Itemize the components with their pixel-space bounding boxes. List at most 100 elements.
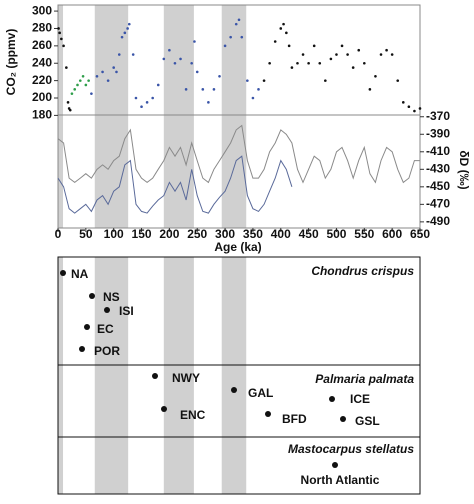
co2-point [101,70,104,74]
co2-point [95,74,99,78]
y2-tick-label: -490 [426,214,450,228]
glacial-band [58,257,64,494]
y2-tick-label: -450 [426,179,450,193]
co2-point [273,40,277,43]
co2-point [240,35,244,39]
co2-point [357,48,361,52]
co2-point [90,92,93,95]
population-point [340,416,346,422]
y-tick-label: 280 [32,21,52,35]
x-tick-label: 650 [410,227,430,241]
co2-point [346,53,349,56]
co2-point [401,101,405,104]
co2-point [184,88,188,91]
co2-point [58,31,61,35]
glacial-band [58,5,64,228]
co2-point [131,53,135,56]
co2-point [285,31,288,35]
co2-point [396,79,400,82]
y2-tick-label: -410 [426,144,450,158]
population-label: NA [71,267,89,281]
co2-point [312,44,316,48]
y-tick-label: 300 [32,3,52,17]
x-tick-label: 550 [354,227,374,241]
co2-point [324,79,327,82]
x-tick-label: 400 [271,227,291,241]
co2-point [151,96,154,100]
co2-point [287,44,291,48]
co2-point [374,74,377,78]
co2-point [134,96,138,100]
population-label: ENC [180,408,206,422]
glacial-band [163,257,194,494]
x-tick-label: 300 [215,227,235,241]
co2-point [229,35,232,39]
population-label: POR [94,344,120,358]
species-label: Mastocarpus stellatus [288,442,414,456]
dd-line [57,124,420,184]
population-point [329,396,335,402]
population-label: EC [97,322,114,336]
y-axis-label: CO₂ (ppmv) [4,29,18,96]
population-point [231,387,237,393]
co2-point [201,88,205,91]
x-tick-label: 350 [243,227,263,241]
co2-point [301,53,305,56]
co2-point [87,79,90,82]
co2-point [193,40,196,43]
co2-point [112,66,115,69]
species-label: Palmaria palmata [315,372,414,386]
y-tick-label: 240 [32,55,52,69]
co2-point [351,66,355,69]
population-point [152,373,158,379]
y2-tick-label: -370 [426,109,450,123]
species-label: Chondrus crispus [311,264,414,278]
co2-point [407,105,411,108]
co2-point [335,53,338,56]
co2-point [70,92,74,95]
co2-point [223,44,227,48]
y-tick-label: 180 [32,108,52,122]
co2-point [379,53,383,56]
population-point [60,270,66,276]
co2-point [212,88,216,91]
glacial-band [94,5,129,228]
x-tick-label: 450 [299,227,319,241]
co2-point [234,22,238,26]
glacial-band [163,5,194,228]
glacial-band [221,257,247,494]
co2-point [318,61,322,65]
co2-point [156,83,160,87]
co2-point [81,74,85,78]
co2-point [106,79,110,82]
co2-point [76,83,79,87]
population-label: GAL [248,386,273,400]
y-tick-label: 220 [32,73,52,87]
co2-point [390,53,394,56]
co2-point [218,74,221,78]
co2-point [257,88,260,91]
x-tick-label: 250 [187,227,207,241]
co2-point [120,35,124,39]
y-tick-label: 200 [32,90,52,104]
co2-point [73,88,77,91]
co2-point [413,109,416,113]
co2-point [179,57,182,61]
y2-tick-label: -470 [426,197,450,211]
population-panel [57,256,421,495]
co2-point [65,66,68,69]
population-point [265,411,271,417]
population-point [79,346,85,352]
x-axis-label: Age (ka) [214,240,261,254]
co2-point [84,83,88,87]
x-tick-label: 50 [79,227,93,241]
co2-point [418,107,422,110]
x-tick-label: 500 [326,227,346,241]
co2-point [62,44,65,48]
co2-point [127,22,131,26]
co2-point [251,96,255,100]
population-label: NS [103,290,120,304]
co2-point [262,79,266,82]
x-tick-label: 0 [55,227,62,241]
population-label: North Atlantic [301,473,380,487]
